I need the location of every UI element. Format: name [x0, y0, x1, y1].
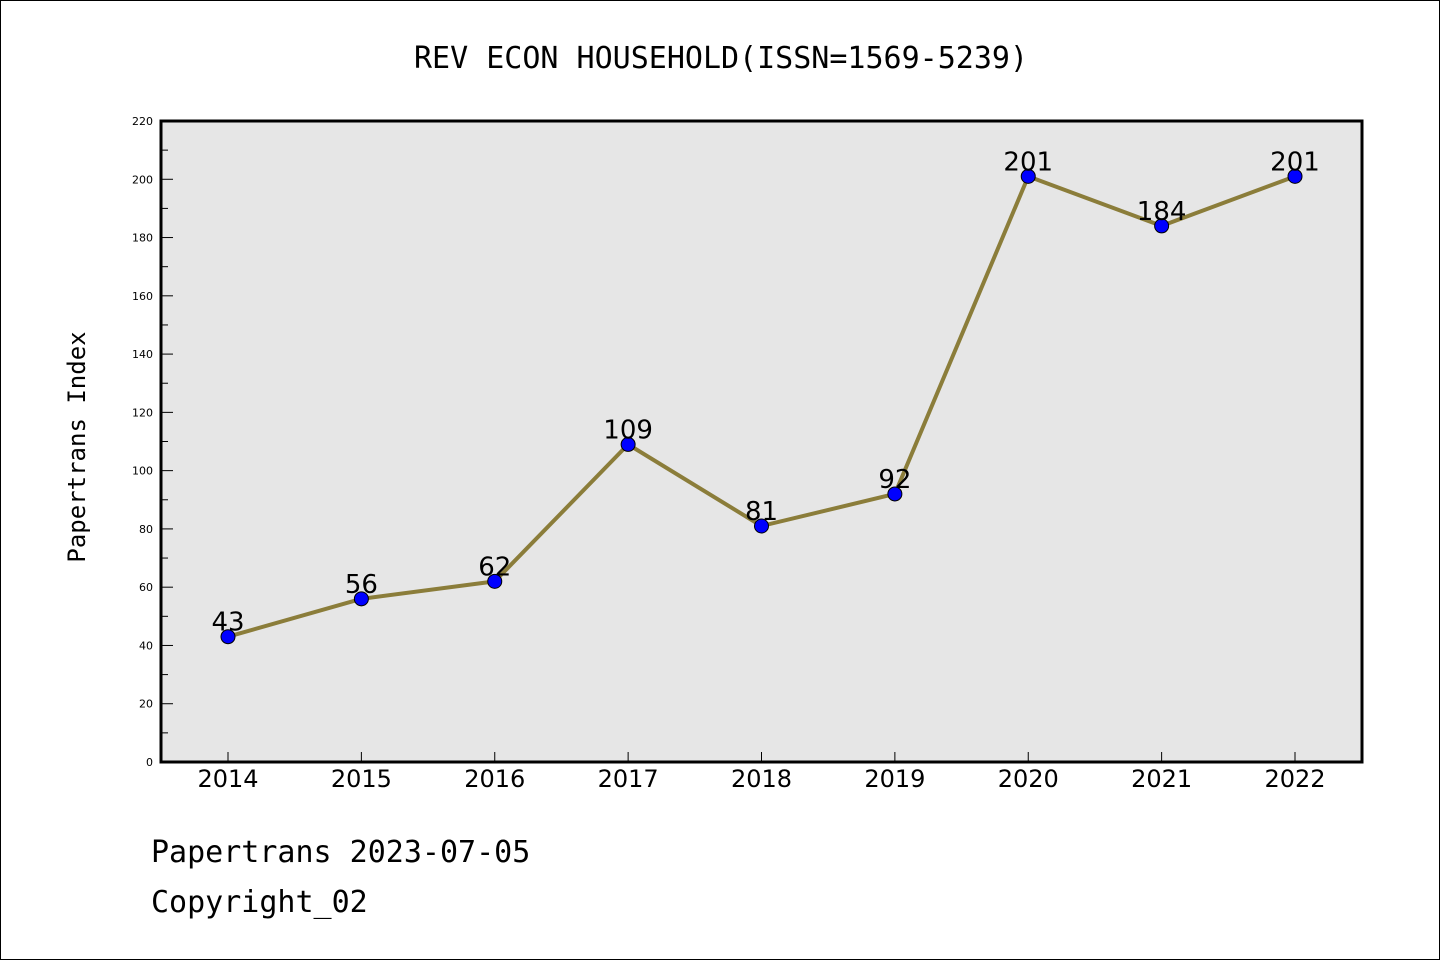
data-point [487, 573, 503, 589]
y-tick-label: 200 [132, 173, 153, 186]
x-tick-label: 2014 [197, 765, 258, 793]
x-tick-label: 2020 [998, 765, 1059, 793]
footer-date: Papertrans 2023-07-05 [151, 835, 531, 870]
data-point [620, 436, 636, 452]
data-label: 92 [878, 465, 911, 495]
data-point [1287, 168, 1303, 184]
x-axis: 2014 2015 2016 2017 2018 2019 2020 2021 2022 [197, 752, 1326, 793]
data-point [754, 518, 769, 534]
x-tick-label: 2018 [731, 765, 792, 793]
data-label: 201 [1003, 147, 1053, 177]
data-point [1154, 218, 1170, 234]
y-tick-label: 120 [132, 406, 153, 419]
y-tick-label: 80 [139, 523, 153, 536]
x-tick-label: 2017 [598, 765, 659, 793]
x-tick-label: 2021 [1131, 765, 1192, 793]
y-tick-label: 100 [132, 465, 153, 478]
data-label: 56 [345, 570, 378, 600]
data-point [353, 591, 369, 607]
y-tick-label: 20 [139, 698, 153, 711]
y-tick-label: 220 [132, 115, 153, 128]
y-tick-label: 60 [139, 581, 153, 594]
data-label: 109 [603, 415, 653, 445]
x-tick-label: 2022 [1264, 765, 1325, 793]
footer-copyright: Copyright_02 [151, 885, 368, 920]
y-tick-label: 0 [146, 756, 153, 769]
chart-title: REV ECON HOUSEHOLD(ISSN=1569-5239) [414, 41, 1028, 76]
x-tick-label: 2019 [864, 765, 925, 793]
y-tick-label: 40 [139, 639, 153, 652]
data-point [887, 486, 903, 502]
series-papertrans-index: 43 56 62 109 81 92 201 184 201 [211, 147, 1320, 645]
x-tick-label: 2015 [331, 765, 392, 793]
y-tick-label: 180 [132, 232, 153, 245]
data-label: 62 [478, 552, 511, 582]
y-axis-label: Papertrans Index [63, 331, 91, 562]
data-label: 201 [1270, 147, 1320, 177]
data-point [1020, 168, 1036, 184]
data-point [220, 629, 236, 645]
plot-border [159, 119, 1364, 764]
data-label: 43 [211, 608, 244, 638]
y-tick-label: 140 [132, 348, 153, 361]
y-tick-label: 160 [132, 290, 153, 303]
x-tick-label: 2016 [464, 765, 525, 793]
data-label: 184 [1137, 197, 1187, 227]
data-label: 81 [745, 497, 778, 527]
